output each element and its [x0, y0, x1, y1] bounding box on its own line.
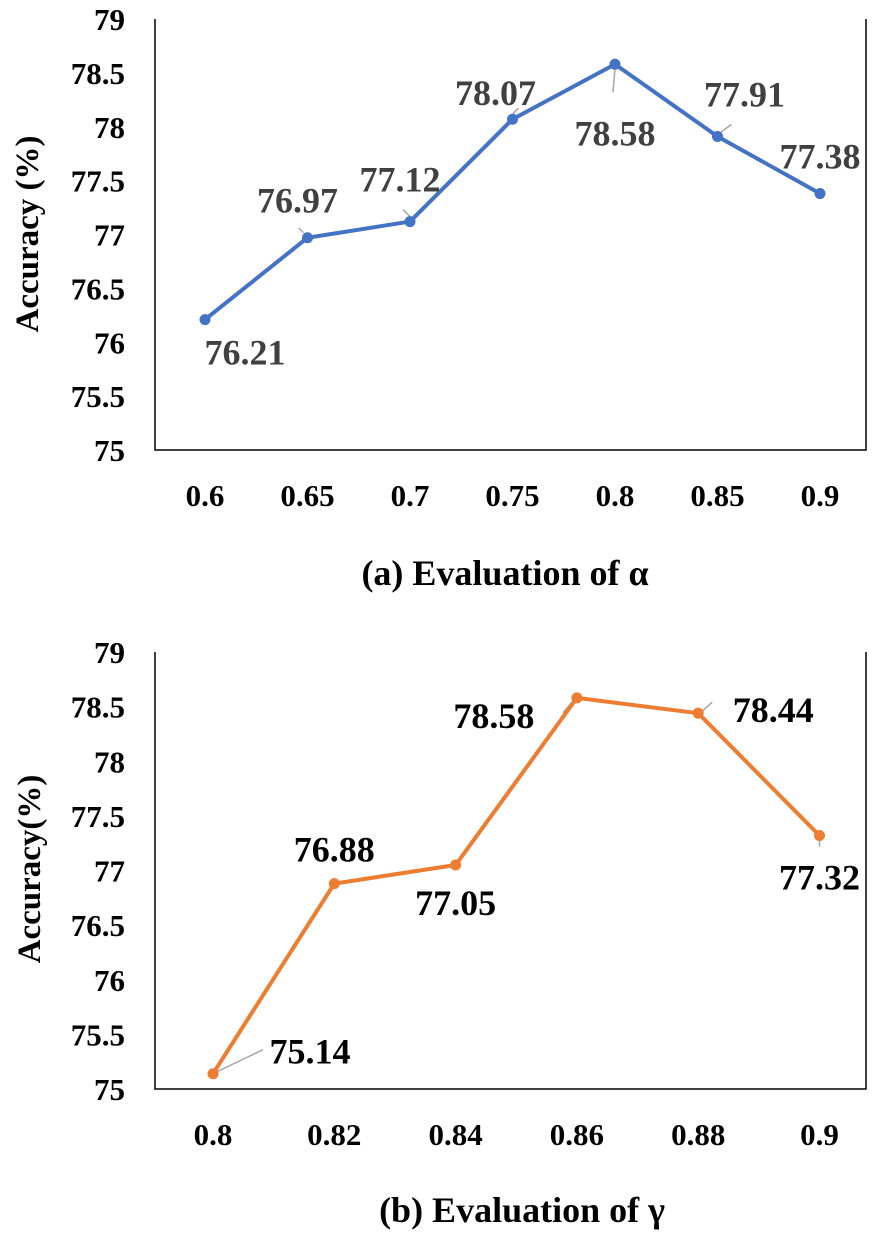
chart-a-leader-line	[720, 123, 732, 134]
chart-b: Accuracy(%) 75 75.5 76 76.5 77 77.5 78 78.5 79 0…	[12, 635, 867, 1230]
chart-a-data-point	[199, 314, 211, 326]
chart-a-x-tick-label: 0.75	[485, 478, 539, 513]
chart-b-x-tick-label: 0.86	[550, 1117, 604, 1152]
chart-a-y-tick-label: 77	[94, 218, 125, 253]
chart-a-data-label: 76.97	[257, 181, 338, 221]
chart-b-x-tick-label: 0.88	[671, 1117, 725, 1152]
chart-b-leader-line	[701, 701, 713, 712]
chart-a-caption: (a) Evaluation of α	[361, 553, 648, 593]
chart-b-data-label: 77.05	[415, 883, 496, 923]
chart-a-leader-line	[511, 107, 520, 115]
chart-b-leader-line	[216, 1049, 264, 1073]
chart-a-data-label: 77.12	[360, 160, 441, 200]
chart-b-x-tick-label: 0.8	[194, 1117, 233, 1152]
chart-a-x-tick-label: 0.7	[391, 478, 430, 513]
chart-b-leader-lines	[216, 699, 821, 1073]
chart-b-y-tick-label: 75.5	[71, 1017, 125, 1052]
chart-a-data-point	[302, 232, 313, 244]
chart-a-y-tick-label: 79	[94, 2, 125, 37]
chart-b-x-tick-label: 0.84	[428, 1117, 482, 1152]
chart-b-x-tick-label: 0.9	[800, 1117, 839, 1152]
chart-a-y-axis-title: Accuracy (%)	[10, 135, 46, 332]
chart-a-data-label: 77.91	[704, 74, 785, 114]
chart-a-data-point	[404, 216, 416, 228]
chart-b-data-point	[692, 707, 704, 719]
chart-a-data-label: 76.21	[205, 333, 286, 373]
chart-b-data-label: 77.32	[779, 858, 860, 898]
chart-b-data-point	[328, 878, 340, 890]
chart-b-x-tick-label: 0.82	[307, 1117, 361, 1152]
chart-a-data-point	[507, 113, 518, 125]
chart-a-data-labels: 76.21 76.97 77.12 78.07 78.58 77.91 77.38	[205, 73, 861, 372]
chart-a-x-tick-label: 0.85	[690, 478, 744, 513]
chart-b-y-tick-label: 77	[94, 854, 125, 889]
chart-b-data-point	[814, 830, 825, 842]
chart-a-y-tick-label: 76.5	[71, 271, 125, 306]
chart-a-y-tick-label: 78	[94, 110, 125, 145]
chart-b-y-tick-label: 75	[94, 1072, 125, 1107]
chart-a-leader-lines	[297, 68, 732, 234]
chart-b-data-point	[207, 1068, 219, 1080]
chart-a-x-tick-label: 0.9	[801, 478, 840, 513]
chart-b-y-axis-title: Accuracy(%)	[12, 775, 48, 964]
chart-a: Accuracy (%) 7575.57676.57777.57878.579 …	[10, 2, 867, 593]
chart-a-x-ticks: 0.6 0.65 0.7 0.75 0.8 0.85 0.9	[186, 478, 840, 513]
chart-a-y-tick-label: 75	[94, 433, 125, 468]
chart-b-y-tick-label: 76.5	[71, 908, 125, 943]
chart-b-y-ticks: 75 75.5 76 76.5 77 77.5 78 78.5 79	[71, 635, 125, 1107]
chart-b-points	[207, 692, 825, 1080]
chart-a-y-tick-label: 76	[94, 325, 125, 360]
chart-a-data-point	[712, 130, 723, 142]
chart-b-y-tick-label: 78.5	[71, 690, 125, 725]
chart-a-leader-line	[402, 209, 411, 218]
chart-a-y-ticks: 75 75.5 76 76.5 77 77.5 78 78.5 79	[71, 2, 125, 468]
chart-a-leader-line	[612, 68, 616, 93]
chart-a-data-point	[609, 58, 621, 70]
chart-b-y-tick-label: 76	[94, 963, 125, 998]
chart-a-x-tick-label: 0.8	[596, 478, 635, 513]
chart-b-data-label: 78.58	[453, 696, 534, 736]
chart-b-series-line	[211, 695, 821, 1075]
chart-a-x-tick-label: 0.6	[186, 478, 225, 513]
chart-a-data-point	[814, 188, 826, 200]
chart-a-y-tick-label: 77.5	[71, 164, 125, 199]
chart-a-plot-frame	[154, 19, 867, 451]
chart-a-leader-line	[297, 227, 305, 234]
chart-a-y-tick-label: 75.5	[71, 379, 125, 414]
chart-a-data-label: 78.58	[575, 113, 656, 153]
chart-b-data-labels: 75.14 76.88 77.05 78.58 78.44 77.32	[270, 690, 861, 1072]
chart-a-y-tick-label: 78.5	[71, 56, 125, 91]
chart-a-x-tick-label: 0.65	[280, 478, 334, 513]
chart-b-data-label: 78.44	[733, 690, 814, 730]
chart-b-y-tick-label: 79	[94, 635, 125, 670]
chart-a-data-label: 78.07	[455, 73, 536, 113]
chart-b-data-point	[450, 859, 462, 871]
chart-b-x-ticks: 0.8 0.82 0.84 0.86 0.88 0.9	[194, 1117, 839, 1152]
chart-b-data-label: 76.88	[294, 830, 375, 870]
chart-b-data-label: 75.14	[270, 1032, 351, 1072]
chart-b-y-tick-label: 78	[94, 744, 125, 779]
chart-b-series-line-group	[211, 695, 821, 1075]
chart-b-data-point	[571, 692, 583, 704]
chart-b-plot-frame	[154, 652, 867, 1090]
chart-a-data-label: 77.38	[780, 137, 861, 177]
chart-b-caption: (b) Evaluation of γ	[379, 1190, 665, 1230]
chart-b-y-tick-label: 77.5	[71, 799, 125, 834]
chart-a-points	[199, 58, 826, 326]
